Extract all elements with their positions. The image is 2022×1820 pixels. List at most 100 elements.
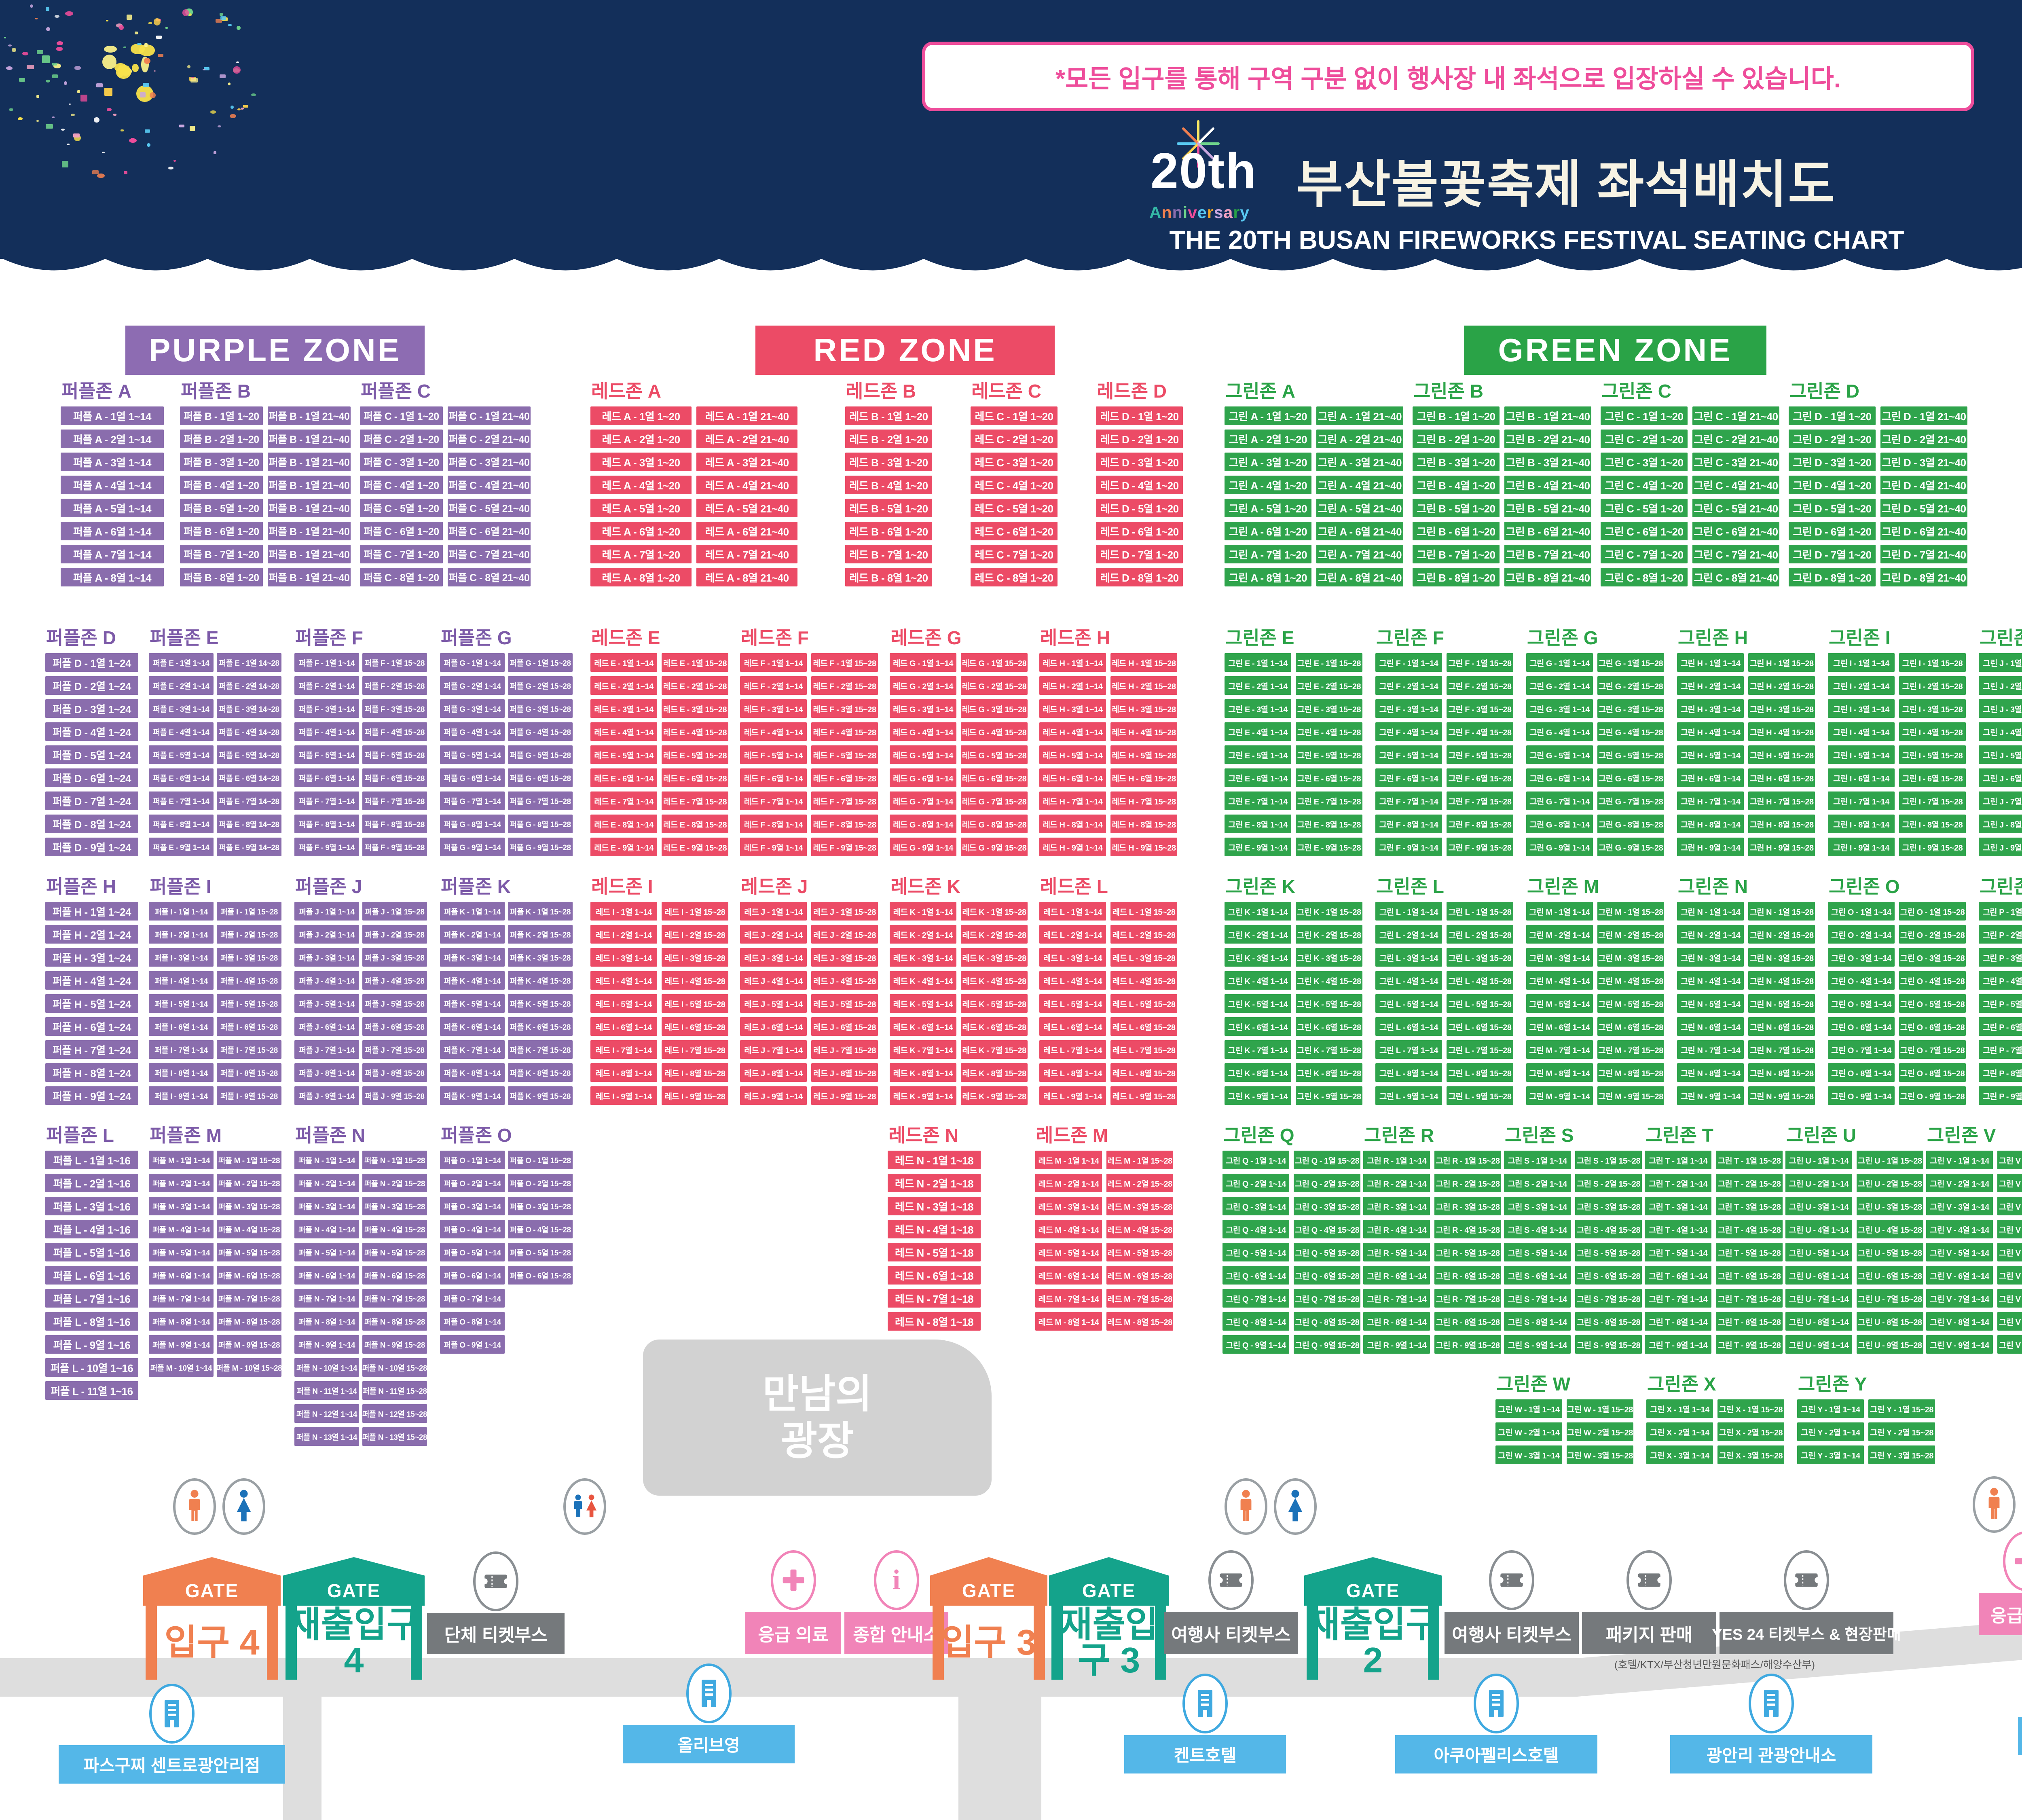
seat-pill: 레드 G - 5열 15~28 <box>961 745 1028 764</box>
seat-pill: 레드 J - 2열 1~14 <box>740 925 807 944</box>
red-zone-header: RED ZONE <box>755 326 1055 375</box>
section-header-purple-K: 퍼플존 K <box>441 876 511 897</box>
seat-pill: 퍼플 J - 6열 1~14 <box>294 1017 359 1036</box>
seat-pill: 그린 M - 3열 1~14 <box>1526 948 1593 967</box>
seat-pill: 그린 O - 8열 1~14 <box>1828 1063 1895 1082</box>
seat-pill: 레드 C - 5열 1~20 <box>971 499 1058 517</box>
seat-pill: 그린 E - 7열 1~14 <box>1225 791 1291 810</box>
seat-pill: 퍼플 D - 8열 1~24 <box>45 815 138 833</box>
seat-pill: 레드 K - 7열 1~14 <box>890 1040 956 1059</box>
seat-pill: 그린 C - 5열 21~40 <box>1692 499 1779 517</box>
seat-pill: 그린 L - 8열 1~14 <box>1375 1063 1442 1082</box>
seat-pill: 그린 Q - 2열 1~14 <box>1223 1174 1289 1192</box>
section-header-green-U: 그린존 U <box>1786 1125 1856 1146</box>
female-restroom-icon <box>222 1478 265 1535</box>
seat-pill: 퍼플 J - 5열 15~28 <box>362 994 427 1013</box>
seat-pill: 레드 I - 3열 1~14 <box>590 948 657 967</box>
seat-pill: 레드 M - 5열 15~28 <box>1106 1243 1173 1261</box>
seat-pill: 레드 K - 6열 1~14 <box>890 1017 956 1036</box>
male-restroom-icon <box>1225 1478 1267 1535</box>
section-header-red-M: 레드존 M <box>1036 1125 1108 1146</box>
seat-pill: 그린 T - 6열 1~14 <box>1645 1266 1711 1285</box>
seat-pill: 레드 K - 1열 15~28 <box>961 902 1028 921</box>
seat-pill: 그린 P - 7열 1~14 <box>1979 1040 2022 1059</box>
seat-pill: 그린 H - 8열 1~14 <box>1677 815 1744 833</box>
gate-word: GATE <box>1346 1580 1400 1601</box>
seat-pill: 그린 B - 8열 21~40 <box>1504 568 1591 586</box>
seat-pill: 그린 R - 7열 15~28 <box>1434 1289 1501 1308</box>
seat-pill: 퍼플 K - 3열 15~28 <box>508 948 573 967</box>
seat-pill: 레드 E - 9열 15~28 <box>662 838 728 856</box>
seat-pill: 퍼플 C - 8열 21~40 <box>448 568 531 586</box>
seat-pill: 퍼플 D - 6열 1~24 <box>45 768 138 787</box>
seat-pill: 레드 I - 5열 15~28 <box>662 994 728 1013</box>
seat-pill: 퍼플 K - 1열 15~28 <box>508 902 573 921</box>
seat-pill: 그린 L - 4열 1~14 <box>1375 971 1442 990</box>
seat-pill: 퍼플 I - 5열 15~28 <box>217 994 281 1013</box>
seat-pill: 퍼플 N - 6열 15~28 <box>362 1266 427 1285</box>
seat-pill: 퍼플 L - 5열 1~16 <box>45 1243 138 1261</box>
seat-pill: 그린 A - 8열 1~20 <box>1225 568 1311 586</box>
seat-pill: 그린 C - 6열 21~40 <box>1692 522 1779 540</box>
gate-word: GATE <box>185 1580 239 1601</box>
seat-pill: 레드 E - 7열 1~14 <box>590 791 657 810</box>
seat-pill: 그린 L - 8열 15~28 <box>1447 1063 1513 1082</box>
seat-pill: 그린 T - 1열 1~14 <box>1645 1151 1711 1169</box>
seat-pill: 퍼플 J - 4열 15~28 <box>362 971 427 990</box>
restroom-icon <box>563 1478 606 1535</box>
seat-pill: 퍼플 A - 2열 1~14 <box>61 430 164 448</box>
seat-pill: 그린 H - 9열 15~28 <box>1748 838 1815 856</box>
seat-pill: 그린 V - 8열 1~14 <box>1926 1312 1993 1331</box>
seat-pill: 그린 B - 6열 21~40 <box>1504 522 1591 540</box>
seat-pill: 퍼플 C - 3열 21~40 <box>448 453 531 471</box>
seat-pill: 퍼플 K - 1열 1~14 <box>440 902 505 921</box>
seat-pill: 그린 T - 2열 15~28 <box>1716 1174 1783 1192</box>
seat-pill: 레드 F - 8열 15~28 <box>811 815 878 833</box>
seat-pill: 퍼플 D - 4열 1~24 <box>45 722 138 741</box>
seat-pill: 퍼플 O - 8열 1~14 <box>440 1312 505 1331</box>
seat-pill: 퍼플 N - 1열 1~14 <box>294 1151 359 1169</box>
seat-pill: 그린 N - 3열 1~14 <box>1677 948 1744 967</box>
seat-pill: 그린 P - 4열 1~14 <box>1979 971 2022 990</box>
seat-pill: 그린 B - 7열 1~20 <box>1413 545 1500 563</box>
seat-pill: 그린 U - 8열 15~28 <box>1857 1312 1923 1331</box>
seat-pill: 레드 A - 2열 1~20 <box>590 430 692 448</box>
seat-pill: 퍼플 J - 8열 1~14 <box>294 1063 359 1082</box>
section-header-green-O: 그린존 O <box>1829 876 1900 897</box>
seat-pill: 퍼플 N - 11열 1~14 <box>294 1381 359 1400</box>
gate-label-reentry-2: 재출입구 2 <box>1307 1604 1438 1680</box>
seat-pill: 그린 A - 3열 1~20 <box>1225 453 1311 471</box>
seat-pill: 그린 N - 9열 15~28 <box>1748 1086 1815 1105</box>
seat-pill: 퍼플 N - 13열 15~28 <box>362 1427 427 1446</box>
seat-pill: 그린 N - 9열 1~14 <box>1677 1086 1744 1105</box>
seat-pill: 그린 F - 1열 1~14 <box>1375 653 1442 672</box>
seat-pill: 그린 R - 2열 15~28 <box>1434 1174 1501 1192</box>
seat-pill: 그린 O - 2열 15~28 <box>1899 925 1966 944</box>
seat-pill: 퍼플 I - 1열 15~28 <box>217 902 281 921</box>
seat-pill: 퍼플 F - 4열 15~28 <box>362 722 427 741</box>
seat-pill: 퍼플 M - 2열 15~28 <box>217 1174 281 1192</box>
seat-pill: 레드 M - 8열 1~14 <box>1035 1312 1102 1331</box>
seat-pill: 퍼플 B - 1열 1~20 <box>180 406 263 425</box>
seat-pill: 그린 F - 8열 15~28 <box>1447 815 1513 833</box>
seat-pill: 레드 B - 8열 1~20 <box>845 568 932 586</box>
seat-pill: 그린 L - 7열 15~28 <box>1447 1040 1513 1059</box>
seat-pill: 그린 V - 9열 15~28 <box>1997 1335 2022 1354</box>
section-header-green-K: 그린존 K <box>1225 876 1295 897</box>
seat-pill: 퍼플 D - 2열 1~24 <box>45 676 138 695</box>
seat-pill: 그린 L - 9열 1~14 <box>1375 1086 1442 1105</box>
seat-pill: 레드 D - 5열 1~20 <box>1096 499 1183 517</box>
seat-pill: 그린 F - 9열 1~14 <box>1375 838 1442 856</box>
seat-pill: 레드 B - 3열 1~20 <box>845 453 932 471</box>
seat-pill: 그린 H - 2열 1~14 <box>1677 676 1744 695</box>
gate-entrance-3: GATE 입구 3 <box>930 1557 1047 1680</box>
seat-pill: 그린 X - 2열 15~28 <box>1717 1422 1784 1441</box>
seat-pill: 레드 H - 6열 1~14 <box>1039 768 1106 787</box>
seat-pill: 그린 V - 3열 1~14 <box>1926 1197 1993 1215</box>
seat-pill: 레드 M - 2열 1~14 <box>1035 1174 1102 1192</box>
seat-pill: 레드 N - 6열 1~18 <box>888 1266 981 1285</box>
seat-pill: 퍼플 N - 9열 1~14 <box>294 1335 359 1354</box>
seat-pill: 퍼플 F - 4열 1~14 <box>294 722 359 741</box>
seat-pill: 그린 N - 8열 1~14 <box>1677 1063 1744 1082</box>
seat-pill: 그린 D - 1열 1~20 <box>1789 406 1876 425</box>
